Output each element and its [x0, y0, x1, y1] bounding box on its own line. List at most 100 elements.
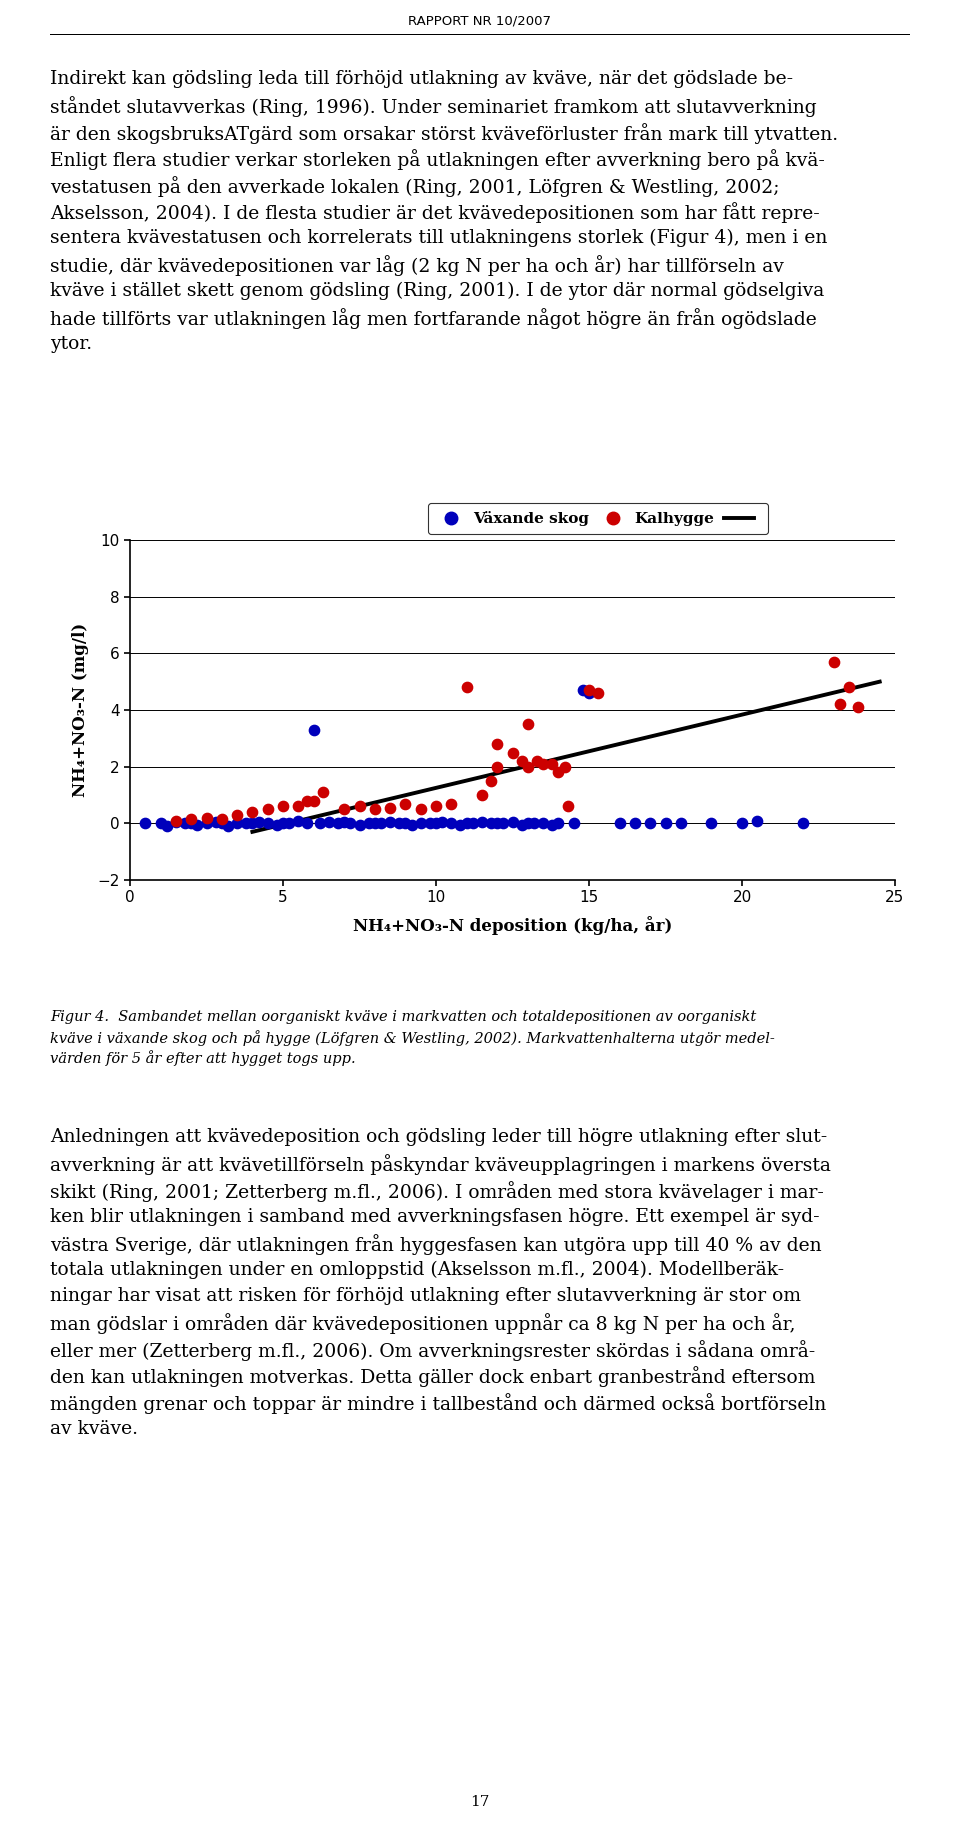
Point: [239, 808, 254, 838]
Point: [214, 805, 229, 834]
Point: [422, 808, 438, 838]
Point: [199, 803, 214, 832]
Text: Indirekt kan gödsling leda till förhöjd utlakning av kväve, när det gödslade be-: Indirekt kan gödsling leda till förhöjd …: [50, 70, 793, 88]
Point: [551, 757, 566, 786]
Point: [435, 807, 450, 836]
Text: kväve i växande skog och på hygge (Löfgren & Westling, 2002). Markvattenhalterna: kväve i växande skog och på hygge (Löfgr…: [50, 1030, 775, 1046]
Point: [351, 810, 367, 840]
Text: 17: 17: [470, 1794, 490, 1809]
Text: sentera kvävestatusen och korrelerats till utlakningens storlek (Figur 4), men i: sentera kvävestatusen och korrelerats ti…: [50, 229, 828, 247]
Point: [526, 808, 541, 838]
Text: ken blir utlakningen i samband med avverkningsfasen högre. Ett exempel är syd-: ken blir utlakningen i samband med avver…: [50, 1207, 820, 1225]
Point: [590, 679, 606, 708]
Point: [413, 808, 428, 838]
Point: [183, 805, 199, 834]
Point: [291, 807, 306, 836]
Point: [827, 647, 842, 677]
Point: [484, 766, 499, 796]
Point: [245, 797, 260, 827]
Point: [505, 737, 520, 766]
Point: [575, 675, 590, 704]
Text: ningar har visat att risken för förhöjd utlakning efter slutavverkning är stor o: ningar har visat att risken för förhöjd …: [50, 1288, 801, 1306]
Point: [413, 794, 428, 823]
Point: [750, 807, 765, 836]
Text: skikt (Ring, 2001; Zetterberg m.fl., 2006). I områden med stora kvävelager i mar: skikt (Ring, 2001; Zetterberg m.fl., 200…: [50, 1182, 824, 1202]
Point: [220, 812, 235, 841]
Point: [490, 730, 505, 759]
Point: [612, 808, 627, 838]
Point: [276, 808, 291, 838]
Point: [536, 808, 551, 838]
Text: värden för 5 år efter att hygget togs upp.: värden för 5 år efter att hygget togs up…: [50, 1050, 355, 1066]
Point: [251, 807, 266, 836]
Text: av kväve.: av kväve.: [50, 1419, 138, 1438]
Point: [474, 781, 490, 810]
Text: studie, där kvävedepositionen var låg (2 kg N per ha och år) har tillförseln av: studie, där kvävedepositionen var låg (2…: [50, 256, 784, 276]
Point: [199, 808, 214, 838]
Point: [343, 808, 358, 838]
Point: [178, 808, 193, 838]
Point: [281, 808, 297, 838]
Point: [291, 792, 306, 821]
Point: [190, 810, 205, 840]
Text: Akselsson, 2004). I de flesta studier är det kvävedepositionen som har fått repr: Akselsson, 2004). I de flesta studier är…: [50, 203, 820, 223]
Text: Enligt flera studier verkar storleken på utlakningen efter avverkning bero på kv: Enligt flera studier verkar storleken på…: [50, 150, 825, 170]
Point: [444, 808, 459, 838]
Point: [367, 808, 382, 838]
Point: [557, 752, 572, 781]
Point: [153, 808, 168, 838]
Point: [428, 792, 444, 821]
Point: [260, 794, 276, 823]
Text: totala utlakningen under en omloppstid (Akselsson m.fl., 2004). Modellberäk-: totala utlakningen under en omloppstid (…: [50, 1260, 784, 1278]
Point: [490, 808, 505, 838]
Text: hade tillförts var utlakningen låg men fortfarande något högre än från ogödslade: hade tillförts var utlakningen låg men f…: [50, 309, 817, 329]
Point: [229, 801, 245, 830]
Point: [260, 808, 276, 838]
Point: [505, 807, 520, 836]
Point: [337, 807, 352, 836]
Legend: Växande skog, Kalhygge, : Växande skog, Kalhygge,: [428, 503, 768, 534]
Text: avverkning är att kvävetillförseln påskyndar kväveupplagringen i markens översta: avverkning är att kvävetillförseln påsky…: [50, 1154, 830, 1176]
Point: [404, 810, 420, 840]
Point: [168, 807, 183, 836]
Point: [495, 808, 511, 838]
Point: [269, 810, 284, 840]
Point: [658, 808, 673, 838]
Point: [382, 807, 397, 836]
Point: [544, 810, 560, 840]
Point: [300, 808, 315, 838]
Point: [159, 812, 175, 841]
Point: [520, 752, 536, 781]
Point: [459, 808, 474, 838]
Point: [642, 808, 658, 838]
Point: [627, 808, 642, 838]
Text: RAPPORT NR 10/2007: RAPPORT NR 10/2007: [409, 15, 551, 27]
Point: [832, 690, 848, 719]
Point: [183, 808, 199, 838]
Point: [337, 794, 352, 823]
Point: [392, 808, 407, 838]
Point: [397, 808, 413, 838]
Point: [673, 808, 688, 838]
Point: [560, 792, 575, 821]
Point: [520, 710, 536, 739]
Point: [841, 673, 856, 702]
Point: [444, 788, 459, 818]
Point: [373, 808, 389, 838]
Point: [208, 807, 224, 836]
Point: [245, 808, 260, 838]
Text: ytor.: ytor.: [50, 335, 92, 353]
Point: [229, 808, 245, 838]
Point: [312, 808, 327, 838]
Point: [465, 808, 480, 838]
Point: [734, 808, 750, 838]
Text: eller mer (Zetterberg m.fl., 2006). Om avverkningsrester skördas i sådana områ-: eller mer (Zetterberg m.fl., 2006). Om a…: [50, 1341, 815, 1361]
Point: [361, 808, 376, 838]
Point: [514, 810, 529, 840]
Point: [582, 679, 597, 708]
X-axis label: NH₄+NO₃-N deposition (kg/ha, år): NH₄+NO₃-N deposition (kg/ha, år): [353, 916, 672, 935]
Point: [351, 792, 367, 821]
Point: [367, 794, 382, 823]
Y-axis label: NH₄+NO₃-N (mg/l): NH₄+NO₃-N (mg/l): [72, 624, 89, 797]
Point: [459, 673, 474, 702]
